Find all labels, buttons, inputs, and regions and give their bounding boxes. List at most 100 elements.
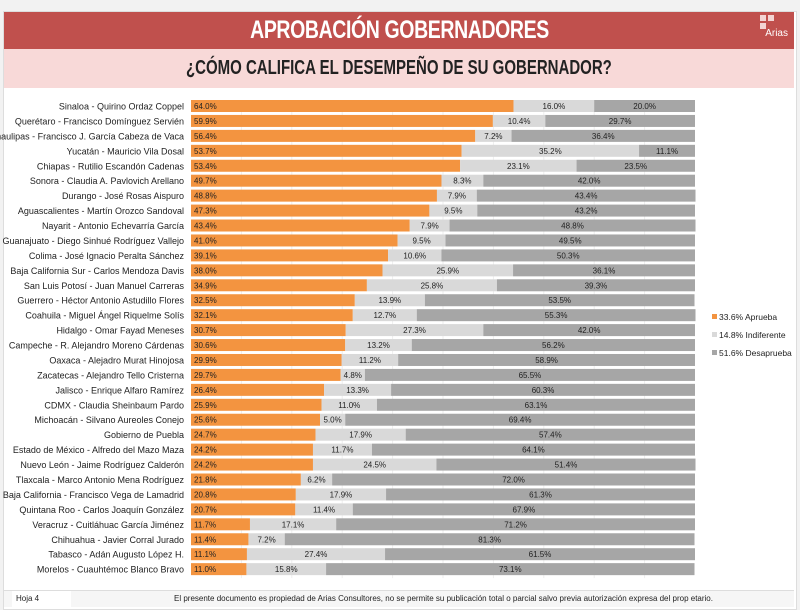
data-label: 13.3%	[346, 386, 369, 395]
data-label: 6.2%	[307, 476, 325, 485]
bar-segment-indiferente	[475, 129, 512, 142]
bar-segment-desaprueba	[416, 309, 696, 322]
bar-segment-aprueba	[191, 219, 410, 232]
data-label: 53.4%	[194, 162, 217, 171]
category-label: Nayarit - Antonio Echevarría García	[42, 221, 184, 231]
data-label: 26.4%	[194, 386, 217, 395]
bar-segment-desaprueba	[449, 219, 696, 232]
bar-segment-indiferente	[246, 563, 327, 576]
footer: Hoja 4 El presente documento es propieda…	[4, 590, 794, 607]
data-label: 69.4%	[509, 416, 532, 425]
bar-segment-indiferente	[366, 279, 497, 292]
copyright-note: El presente documento es propiedad de Ar…	[174, 594, 713, 603]
data-label: 23.1%	[507, 162, 530, 171]
data-label: 48.8%	[194, 192, 217, 201]
bar-segment-indiferente	[382, 264, 514, 277]
category-label: Colima - José Ignacio Peralta Sánchez	[29, 251, 185, 261]
bar-segment-aprueba	[191, 443, 313, 456]
data-label: 36.1%	[593, 266, 616, 275]
arias-logo: Arias	[752, 14, 788, 46]
data-label: 17.1%	[282, 520, 305, 529]
data-label: 25.6%	[194, 416, 217, 425]
bar-segment-desaprueba	[639, 144, 695, 157]
data-label: 73.1%	[499, 565, 522, 574]
bar-segment-desaprueba	[405, 428, 695, 441]
bar-segment-aprueba	[191, 129, 476, 142]
bar-segment-aprueba	[191, 324, 346, 337]
category-label: Tabasco - Adán Augusto López H.	[48, 550, 184, 560]
data-label: 29.7%	[194, 371, 217, 380]
data-label: 11.0%	[194, 565, 216, 574]
bar-segment-desaprueba	[371, 443, 695, 456]
data-label: 16.0%	[543, 102, 566, 111]
data-label: 30.7%	[194, 326, 217, 335]
data-label: 7.2%	[257, 535, 275, 544]
data-label: 38.0%	[194, 266, 217, 275]
bar-segment-indiferente	[249, 518, 337, 531]
data-label: 71.2%	[504, 520, 527, 529]
bar-segment-aprueba	[191, 294, 355, 307]
category-label: Gobierno de Puebla	[104, 430, 184, 440]
bar-segment-indiferente	[345, 324, 484, 337]
bar-segment-desaprueba	[345, 413, 695, 426]
data-label: 64.0%	[194, 102, 217, 111]
data-label: 30.6%	[194, 341, 217, 350]
category-label: Durango - José Rosas Aispuro	[62, 191, 184, 201]
legend-swatch	[712, 350, 717, 355]
category-label: Nuevo León - Jaime Rodríguez Calderón	[20, 460, 184, 470]
bar-segment-aprueba	[191, 234, 398, 247]
bar-segment-desaprueba	[411, 339, 695, 352]
data-label: 49.7%	[194, 177, 217, 186]
legend-swatch	[712, 332, 717, 337]
category-label: Sonora - Claudia A. Pavlovich Arellano	[30, 176, 184, 186]
bar-segment-desaprueba	[441, 249, 695, 262]
data-label: 24.2%	[194, 461, 217, 470]
data-label: 43.2%	[575, 207, 598, 216]
data-label: 53.7%	[194, 147, 217, 156]
bar-segment-indiferente	[320, 413, 346, 426]
data-label: 20.7%	[194, 505, 217, 514]
bar-segment-desaprueba	[513, 264, 695, 277]
bar-segment-desaprueba	[376, 398, 695, 411]
data-label: 29.9%	[194, 356, 217, 365]
category-label: Guerrero - Héctor Antonio Astudillo Flor…	[17, 296, 184, 306]
page-number: Hoja 4	[12, 591, 71, 607]
data-label: 61.3%	[529, 490, 552, 499]
bar-segment-aprueba	[191, 518, 250, 531]
category-label: Campeche - R. Alejandro Moreno Cárdenas	[9, 341, 185, 351]
bar-segment-desaprueba	[332, 473, 695, 486]
bar-segment-desaprueba	[364, 368, 695, 381]
category-label: Yucatán - Mauricio Vila Dosal	[67, 146, 184, 156]
category-label: Quintana Roo - Carlos Joaquín González	[19, 505, 184, 515]
category-label: Baja California Sur - Carlos Mendoza Dav…	[10, 266, 184, 276]
bar-segment-aprueba	[191, 413, 321, 426]
category-label: Querétaro - Francisco Domínguez Servién	[15, 116, 184, 126]
data-label: 20.8%	[194, 490, 217, 499]
category-label: Baja California - Francisco Vega de Lama…	[3, 490, 184, 500]
data-label: 11.4%	[194, 535, 216, 544]
data-label: 60.3%	[532, 386, 555, 395]
bar-segment-indiferente	[315, 428, 406, 441]
data-label: 21.8%	[194, 476, 217, 485]
data-label: 23.5%	[624, 162, 647, 171]
bar-segment-aprueba	[191, 563, 247, 576]
bar-segment-desaprueba	[576, 159, 695, 172]
data-label: 59.9%	[194, 117, 217, 126]
legend-entry: 51.6% Desaprueba	[719, 348, 792, 358]
bar-segment-aprueba	[191, 368, 341, 381]
data-label: 34.9%	[194, 281, 217, 290]
data-label: 39.1%	[194, 251, 217, 260]
data-label: 49.5%	[559, 236, 582, 245]
bar-segment-indiferente	[248, 533, 285, 546]
category-label: Aguascalientes - Martín Orozco Sandoval	[18, 206, 184, 216]
data-label: 24.5%	[363, 461, 386, 470]
data-label: 72.0%	[502, 476, 525, 485]
bar-segment-desaprueba	[352, 503, 695, 516]
category-label: Hidalgo - Omar Fayad Meneses	[56, 326, 184, 336]
category-label: San Luis Potosí - Juan Manuel Carreras	[24, 281, 185, 291]
bar-segment-indiferente	[300, 473, 333, 486]
data-label: 27.3%	[403, 326, 426, 335]
data-label: 51.4%	[555, 461, 578, 470]
category-label: Oaxaca - Alejadro Murat Hinojosa	[49, 355, 184, 365]
bar-segment-indiferente	[340, 368, 365, 381]
